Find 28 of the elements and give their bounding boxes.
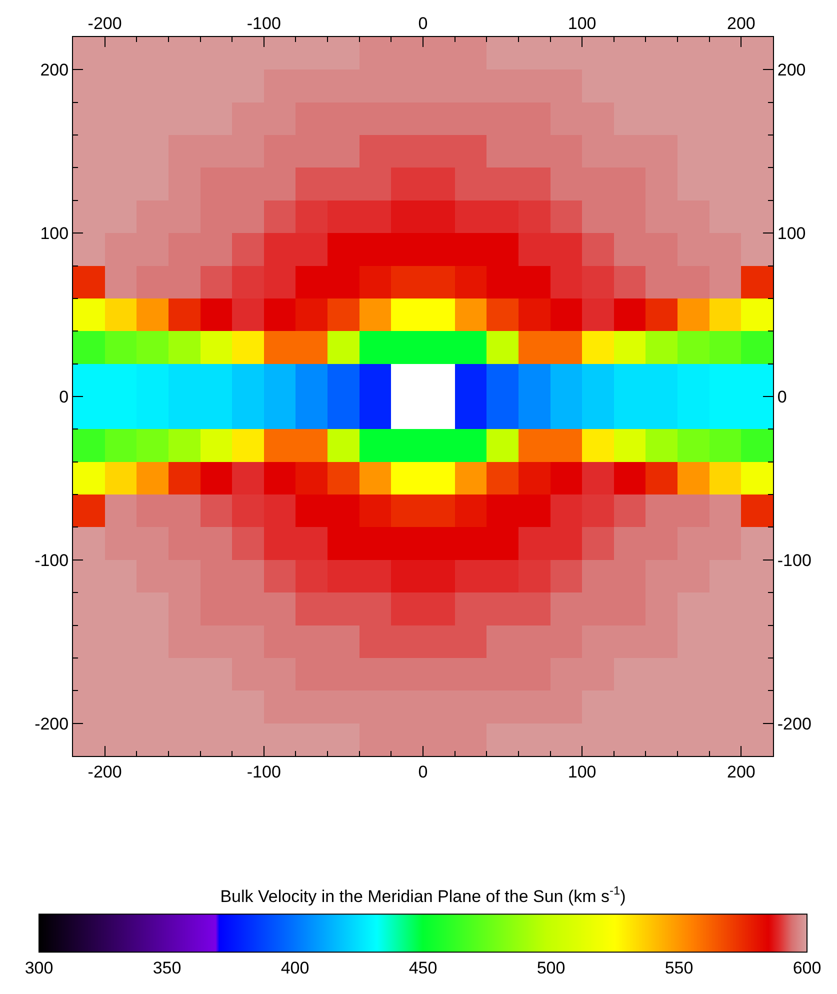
x2-tick-label: -200 <box>88 762 122 782</box>
color-bar-label: 550 <box>664 958 694 978</box>
y2-tick-label: 0 <box>777 387 787 406</box>
x-tick-label: -200 <box>88 14 122 34</box>
x-tick-label: -100 <box>246 14 281 34</box>
color-bar-label: 500 <box>536 958 566 978</box>
y2-tick-label: -100 <box>777 550 812 570</box>
color-bar-label: 450 <box>408 958 438 978</box>
x2-tick-label: 0 <box>418 762 428 782</box>
y2-tick-label: -200 <box>777 714 812 734</box>
x2-tick-label: -100 <box>246 762 281 782</box>
x-tick-label: 100 <box>568 14 596 34</box>
y2-tick-label: 100 <box>777 224 806 244</box>
y-tick-label: -200 <box>34 714 69 734</box>
color-bar-label: 300 <box>24 958 54 978</box>
y-tick-label: 200 <box>40 60 69 80</box>
y-tick-label: 100 <box>40 224 69 244</box>
y-tick-label: -100 <box>34 550 69 570</box>
x-tick-label: 200 <box>726 14 756 34</box>
color-bar-label: 400 <box>280 958 310 978</box>
x2-tick-label: 100 <box>568 762 596 782</box>
x-tick-label: 0 <box>418 14 428 34</box>
color-bar-label: 600 <box>792 958 822 978</box>
color-bar-title: Bulk Velocity in the Meridian Plane of the Sun (km s$^{-1}$) <box>220 884 626 906</box>
x2-tick-label: 200 <box>726 762 756 782</box>
y-tick-label: 0 <box>59 387 69 406</box>
color-bar-label: 350 <box>152 958 182 978</box>
y2-tick-label: 200 <box>777 60 806 80</box>
